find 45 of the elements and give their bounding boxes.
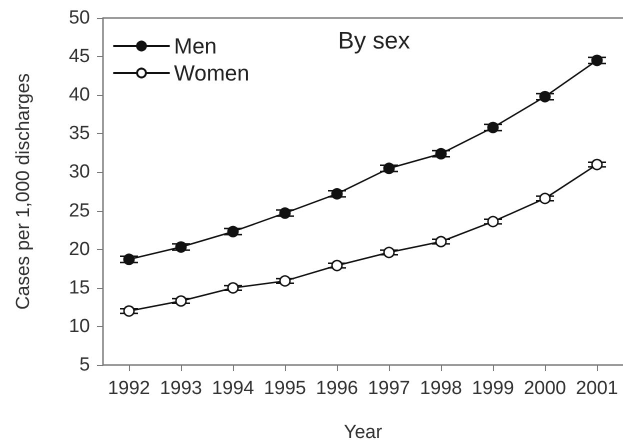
- point: [331, 260, 343, 272]
- x-tick-label: 1994: [212, 378, 255, 399]
- point: [279, 207, 291, 219]
- point: [539, 90, 551, 102]
- x-tick-label: 1992: [108, 378, 150, 399]
- x-tick-label: 1998: [420, 378, 462, 399]
- point: [279, 275, 291, 287]
- x-axis-title: Year: [344, 422, 383, 443]
- x-tick-label: 2001: [576, 378, 618, 399]
- point: [487, 216, 499, 228]
- y-axis-title: Cases per 1,000 discharges: [13, 73, 34, 310]
- x-tick-label: 1997: [368, 378, 410, 399]
- y-tick-label: 15: [68, 277, 90, 298]
- point: [383, 246, 395, 258]
- y-tick-label: 20: [68, 238, 90, 260]
- point: [331, 188, 343, 200]
- legend-label: Men: [174, 34, 217, 58]
- x-tick-label: 1996: [316, 378, 358, 399]
- y-tick-label: 25: [68, 200, 90, 222]
- legend-label: Women: [174, 60, 250, 86]
- point: [123, 305, 135, 317]
- y-tick-label: 35: [68, 123, 90, 144]
- point: [591, 158, 603, 170]
- y-tick-label: 5: [79, 354, 90, 376]
- point: [123, 254, 135, 266]
- point: [539, 192, 551, 204]
- point: [227, 226, 239, 238]
- x-tick-label: 1999: [472, 378, 514, 399]
- y-tick-label: 30: [68, 162, 90, 183]
- x-tick-label: 2000: [524, 378, 566, 399]
- x-tick-label: 1995: [264, 378, 306, 399]
- point: [383, 162, 395, 174]
- point: [175, 241, 187, 253]
- point: [487, 122, 499, 134]
- y-tick-label: 40: [68, 84, 90, 106]
- y-tick-label: 10: [68, 316, 90, 337]
- point: [591, 54, 603, 66]
- y-tick-label: 45: [68, 46, 90, 68]
- chart-title: By sex: [338, 28, 410, 54]
- point: [435, 148, 447, 160]
- y-tick-label: 50: [68, 8, 90, 28]
- point: [175, 295, 187, 307]
- point: [227, 282, 239, 294]
- x-tick-label: 1993: [160, 378, 202, 399]
- point: [435, 236, 447, 248]
